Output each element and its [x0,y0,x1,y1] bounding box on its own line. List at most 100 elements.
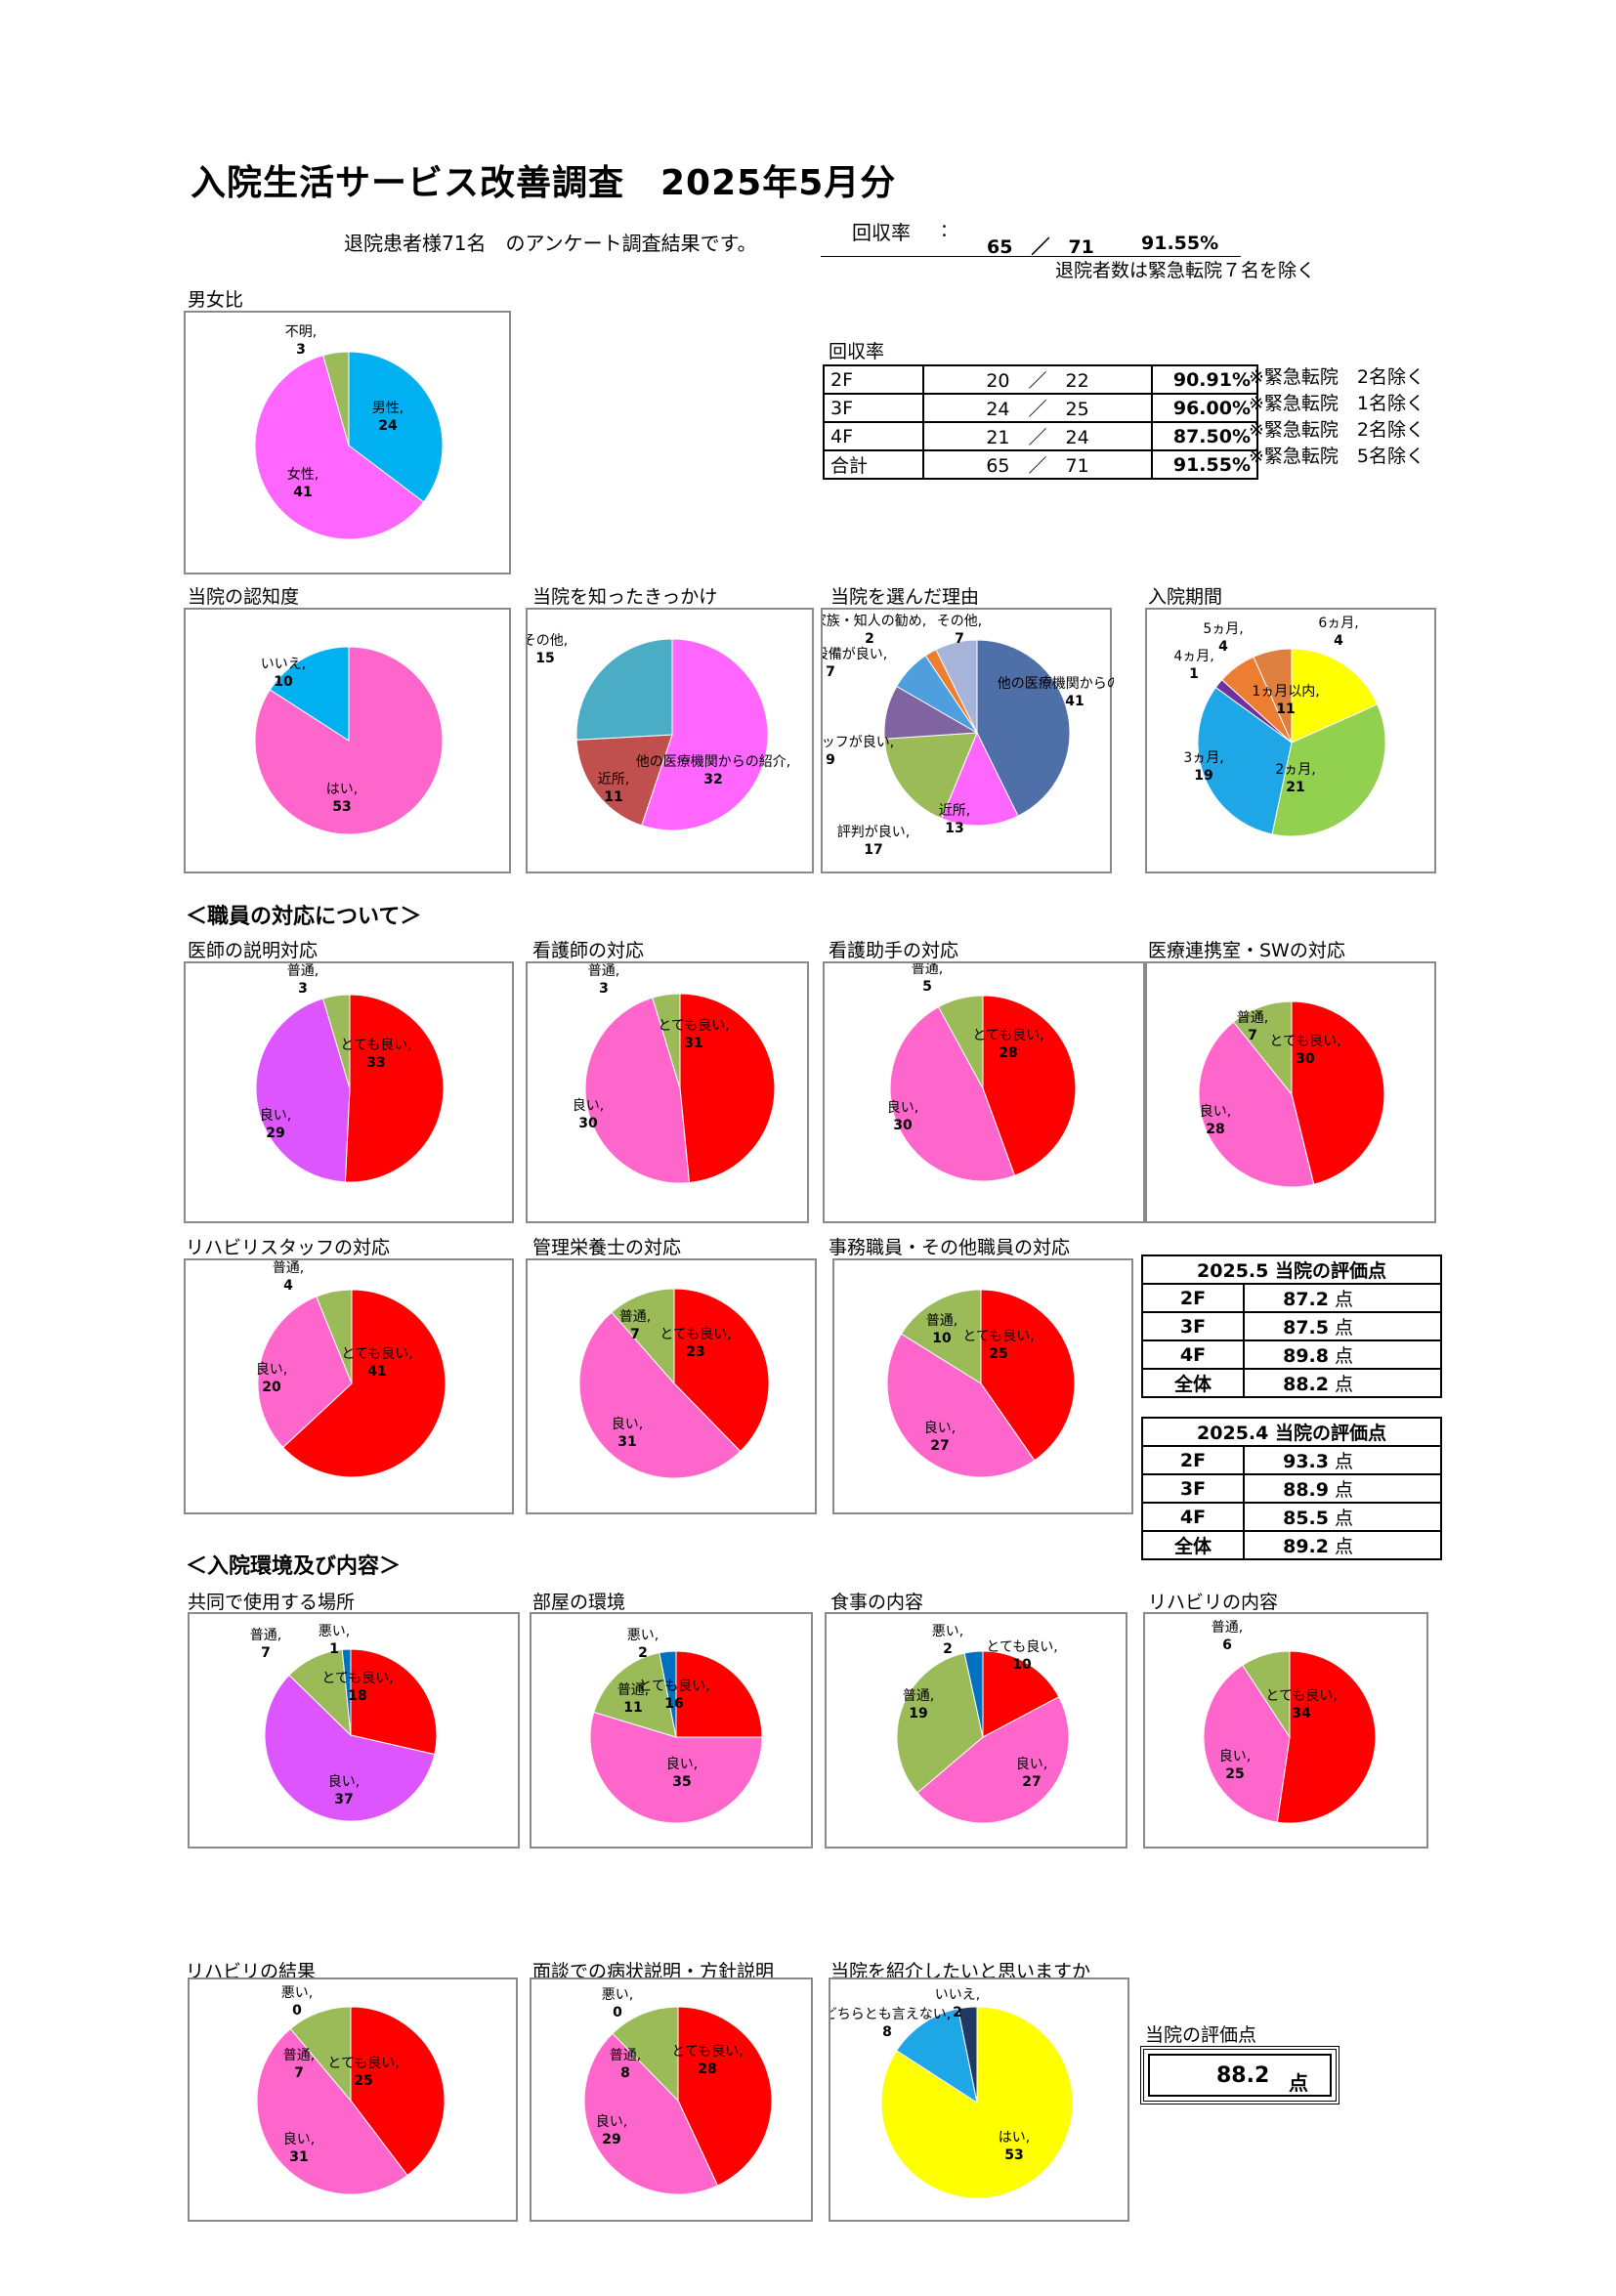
chart-title: リハビリの結果 [186,1961,317,1982]
slice-label: 普通, 4 [273,1260,304,1294]
pie-slice [1197,686,1293,835]
chart-title: リハビリの内容 [1148,1592,1279,1613]
page-title: 入院生活サービス改善調査 2025年5月分 [191,163,897,203]
pie-slice [673,1288,770,1453]
score-unit: 点 [1335,1451,1354,1472]
slice-label: はい, 53 [999,2130,1030,2163]
slice-label: 6ヵ月, 4 [1318,616,1358,649]
slice-label: 普通, 11 [617,1682,649,1716]
slice-label: とても良い, 28 [671,2044,743,2077]
pie-slice [886,1333,1036,1478]
chart-title: 共同で使用する場所 [188,1592,356,1613]
pie-slice [593,1652,677,1738]
slice-label: とても良い, 16 [638,1679,709,1712]
slice-label: 他の医療機関からの紹介, 32 [636,753,790,787]
pie-slice [1276,1650,1377,1824]
rate-note: ※緊急転院 5名除く [1249,446,1425,467]
slice-label: 近所, 13 [939,803,970,836]
pie-chart-panel: とても良い, 30 良い, 28 普通, 7 [1145,961,1436,1223]
score-key: 4F [1141,1502,1245,1532]
table-row: 2F 87.2 点 [1141,1283,1442,1313]
score-unit: 点 [1335,1289,1354,1310]
rate-fraction-cell: 20 ／ 22 [922,364,1153,395]
pie-slice [254,646,444,835]
slice-label: はい, 53 [326,782,358,815]
slice-label: その他, 7 [937,614,982,647]
slice-label: とても良い, 25 [962,1329,1034,1362]
slice-label: 良い, 29 [596,2114,627,2147]
slice-label: 近所, 11 [598,772,629,805]
slice-label: 男性, 24 [372,401,404,434]
slice-label: 良い, 30 [887,1100,918,1133]
pie-slice [976,639,1071,817]
pie-slice [589,1711,763,1824]
pie-chart: とても良い, 33 良い, 29 普通, 3 [255,963,445,1183]
chart-title: リハビリスタッフの対応 [186,1237,391,1258]
pie-slice [264,1674,436,1822]
pie-chart-panel: とても良い, 18 良い, 37 普通, 7 悪い, 1 [188,1612,520,1849]
score-key: 2F [1141,1445,1245,1475]
score-title: 2025.5 当院の評価点 [1141,1254,1442,1285]
slice-label: 不明, 3 [285,324,317,358]
score-unit: 点 [1335,1374,1354,1395]
pie-slice [963,1650,984,1738]
slice-label: 家族・知人の勧め, 2 [823,613,926,647]
pie-slice [1253,648,1293,744]
pie-slice [980,1289,1076,1462]
table-row: 4F 85.5 点 [1141,1502,1442,1532]
score-unit: 点 [1335,1479,1354,1501]
score-key: 3F [1141,1311,1245,1341]
slice-label: いいえ, 2 [935,1987,980,2020]
pie-slice [341,1648,352,1736]
pie-slice [1271,703,1386,837]
pie-chart-panel: 他の医療機関からの紹介, 32 近所, 11 その他, 15 [526,608,814,873]
header-note: 退院者数は緊急転院７名を除く [1055,260,1316,281]
pie-slice [269,646,350,742]
pie-slice [652,993,681,1089]
final-score-inner [1148,2054,1332,2097]
slice-label: 普通, 8 [610,2048,641,2081]
chart-title: 管理栄養士の対応 [532,1237,682,1258]
slice-label: とても良い, 28 [972,1028,1043,1061]
pie-slice [584,997,691,1184]
pie-chart-panel: 他の医療機関からの紹介,41 近所,13 評判が良い,17 医療スタッフが良い,9 施設… [821,608,1114,873]
pie-chart-panel: とても良い, 31 良い, 30 普通, 3 [526,961,809,1223]
chart-title: 医療連携室・SWの対応 [1148,940,1345,961]
pie-slice [895,2008,978,2105]
score-value: 89.2 [1283,1536,1329,1557]
slice-label: 評判が良い, 17 [837,825,910,858]
pie-slice [937,995,984,1089]
score-unit: 点 [1335,1536,1354,1557]
final-score-box: 88.2 点 [1140,2046,1340,2105]
pie-slice [255,998,351,1183]
pie-chart: とても良い, 23 良い, 31 普通, 7 [578,1288,770,1479]
table-row: 合計 65 ／ 71 91.55% [823,449,1258,480]
chart-title: 入院期間 [1148,586,1223,608]
pie-slice [883,732,978,820]
chart-title: 食事の内容 [830,1592,924,1613]
rate-percent-cell: 91.55% [1151,449,1258,480]
slice-label: 普通, 7 [283,2048,315,2081]
score-key: 2F [1141,1283,1245,1313]
pie-slice [900,1289,982,1384]
pie-slice [254,355,425,540]
slice-label: 普通, 10 [926,1313,957,1346]
pie-slice [935,639,978,734]
pie-chart-panel: とても良い, 23 良い, 31 普通, 7 [526,1258,817,1514]
pie-slice [348,351,444,503]
score-unit: 点 [1335,1508,1354,1529]
pie-slice [350,2006,446,2177]
slice-label: 悪い, 2 [627,1628,659,1661]
pie-slice [659,1650,677,1738]
rate-fraction: 65 ／ 71 [987,236,1094,258]
pie-chart: とても良い, 31 良い, 30 普通, 3 [573,963,776,1184]
chart-title: 当院を知ったきっかけ [532,586,718,608]
pie-slice [889,1005,1016,1182]
rate-fraction-cell: 65 ／ 71 [922,449,1153,480]
slice-label: 良い, 29 [260,1108,291,1141]
slice-label: 悪い, 0 [602,1987,633,2020]
rate-underline [821,256,1241,257]
slice-label: 3ヵ月, 19 [1183,750,1223,784]
rate-note: ※緊急転院 2名除く [1249,366,1425,388]
